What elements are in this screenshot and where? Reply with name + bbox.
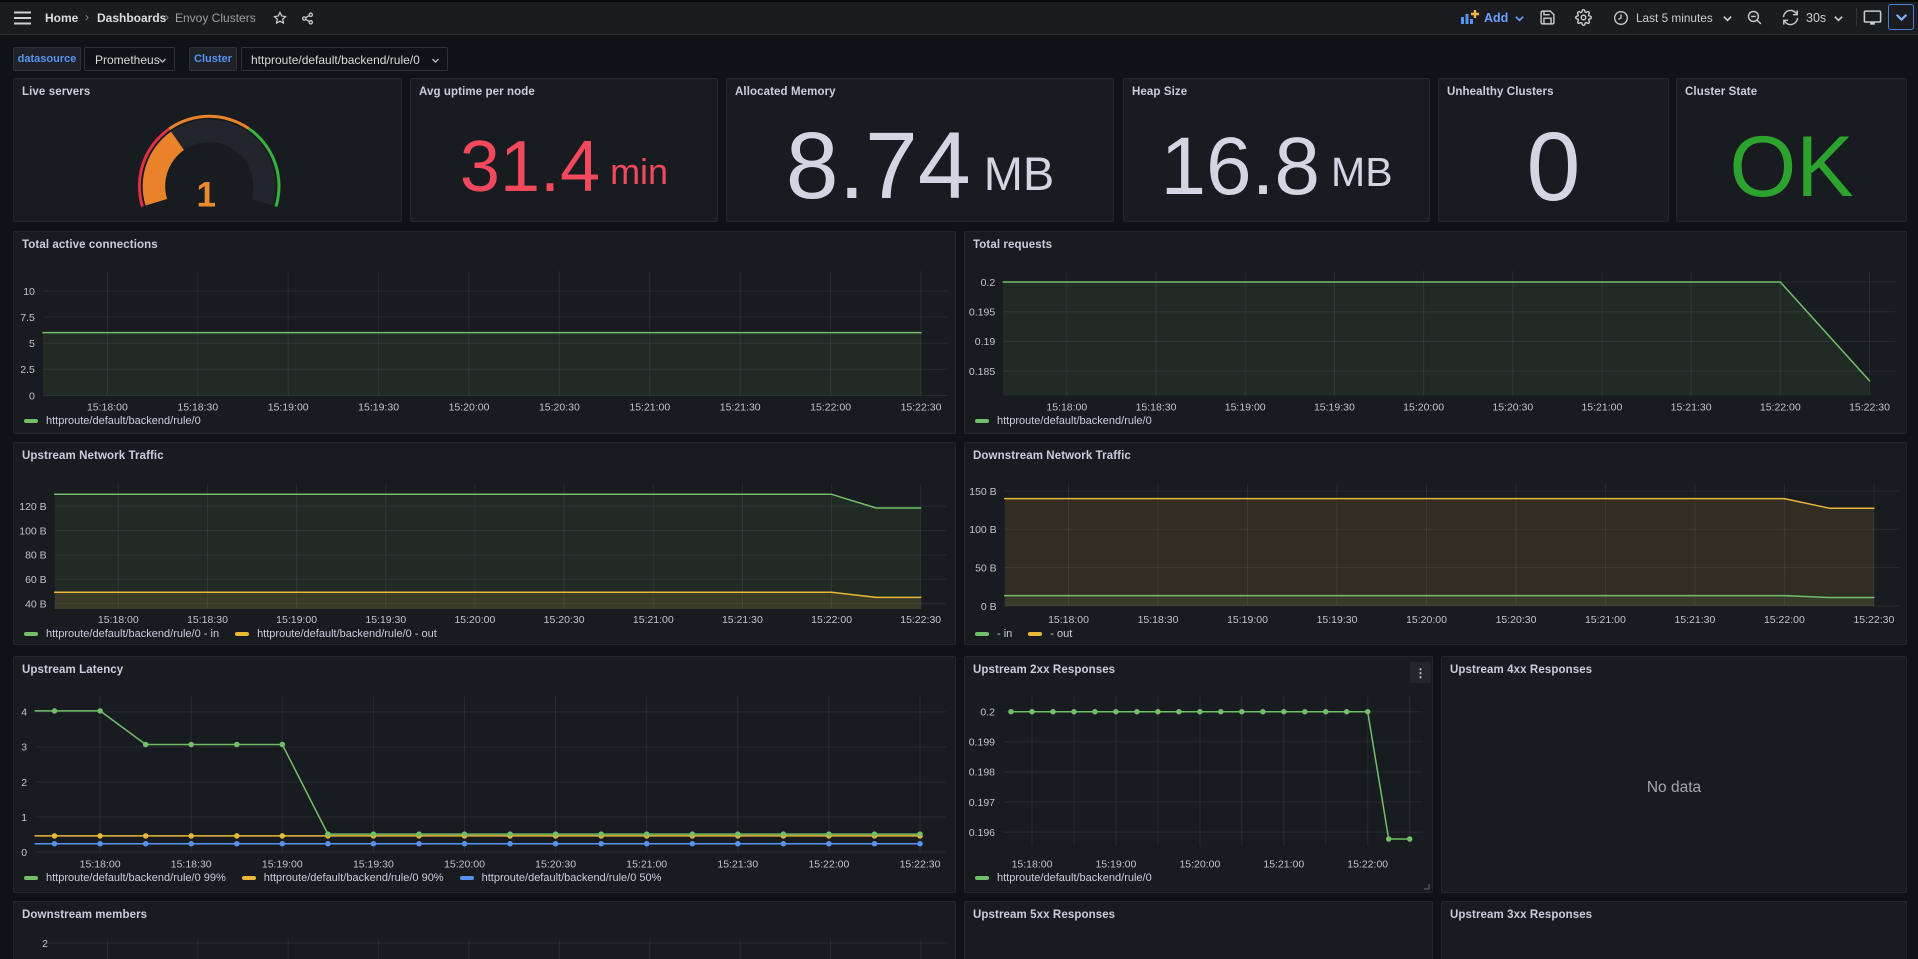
svg-text:1: 1 bbox=[21, 812, 27, 824]
svg-text:15:19:30: 15:19:30 bbox=[365, 614, 406, 626]
svg-text:2: 2 bbox=[42, 938, 48, 950]
svg-text:15:21:00: 15:21:00 bbox=[1585, 614, 1626, 626]
svg-text:15:19:30: 15:19:30 bbox=[1314, 401, 1355, 413]
svg-text:7.5: 7.5 bbox=[20, 312, 35, 324]
svg-text:15:18:00: 15:18:00 bbox=[87, 401, 128, 413]
svg-text:15:20:30: 15:20:30 bbox=[535, 858, 576, 870]
svg-text:15:19:00: 15:19:00 bbox=[1225, 401, 1266, 413]
svg-text:15:18:30: 15:18:30 bbox=[1136, 401, 1177, 413]
svg-text:15:20:00: 15:20:00 bbox=[1179, 858, 1220, 870]
svg-text:15:22:30: 15:22:30 bbox=[900, 614, 941, 626]
svg-text:15:21:00: 15:21:00 bbox=[1263, 858, 1304, 870]
svg-text:15:20:30: 15:20:30 bbox=[539, 401, 580, 413]
svg-text:15:19:30: 15:19:30 bbox=[1317, 614, 1358, 626]
svg-text:15:19:00: 15:19:00 bbox=[276, 614, 317, 626]
svg-text:2.5: 2.5 bbox=[20, 364, 35, 376]
svg-text:15:18:00: 15:18:00 bbox=[98, 614, 139, 626]
svg-text:0.196: 0.196 bbox=[969, 827, 995, 839]
svg-text:15:22:00: 15:22:00 bbox=[810, 401, 851, 413]
svg-text:2: 2 bbox=[21, 777, 27, 789]
svg-text:0.199: 0.199 bbox=[969, 737, 995, 749]
svg-text:15:20:00: 15:20:00 bbox=[454, 614, 495, 626]
svg-text:15:22:30: 15:22:30 bbox=[900, 858, 941, 870]
svg-text:150 B: 150 B bbox=[969, 486, 996, 498]
svg-text:15:20:30: 15:20:30 bbox=[544, 614, 585, 626]
svg-text:15:21:30: 15:21:30 bbox=[720, 401, 761, 413]
svg-text:15:18:30: 15:18:30 bbox=[187, 614, 228, 626]
svg-text:0.198: 0.198 bbox=[969, 767, 995, 779]
svg-text:15:19:00: 15:19:00 bbox=[1095, 858, 1136, 870]
svg-text:15:22:00: 15:22:00 bbox=[1347, 858, 1388, 870]
svg-text:15:18:30: 15:18:30 bbox=[171, 858, 212, 870]
svg-text:80 B: 80 B bbox=[25, 550, 47, 562]
svg-text:15:20:00: 15:20:00 bbox=[449, 401, 490, 413]
svg-text:1: 1 bbox=[196, 176, 215, 215]
svg-text:3: 3 bbox=[21, 742, 27, 754]
svg-text:15:21:00: 15:21:00 bbox=[629, 401, 670, 413]
svg-text:0.197: 0.197 bbox=[969, 797, 995, 809]
svg-text:15:20:00: 15:20:00 bbox=[1406, 614, 1447, 626]
svg-text:15:18:00: 15:18:00 bbox=[80, 858, 121, 870]
svg-text:15:19:00: 15:19:00 bbox=[262, 858, 303, 870]
svg-text:15:19:30: 15:19:30 bbox=[358, 401, 399, 413]
svg-text:15:19:30: 15:19:30 bbox=[353, 858, 394, 870]
svg-text:0.2: 0.2 bbox=[980, 707, 995, 719]
svg-text:40 B: 40 B bbox=[25, 598, 47, 610]
svg-text:15:22:00: 15:22:00 bbox=[1764, 614, 1805, 626]
svg-text:15:22:30: 15:22:30 bbox=[1849, 401, 1890, 413]
svg-text:0.185: 0.185 bbox=[969, 366, 995, 378]
svg-text:15:21:00: 15:21:00 bbox=[626, 858, 667, 870]
svg-text:15:21:30: 15:21:30 bbox=[1674, 614, 1715, 626]
svg-text:15:18:00: 15:18:00 bbox=[1012, 858, 1053, 870]
svg-text:15:20:00: 15:20:00 bbox=[1403, 401, 1444, 413]
svg-text:50 B: 50 B bbox=[975, 562, 997, 574]
svg-text:5: 5 bbox=[29, 338, 35, 350]
svg-text:15:18:00: 15:18:00 bbox=[1048, 614, 1089, 626]
svg-text:4: 4 bbox=[21, 707, 27, 719]
svg-text:0.19: 0.19 bbox=[975, 336, 996, 348]
svg-text:0: 0 bbox=[29, 390, 35, 402]
svg-text:15:19:00: 15:19:00 bbox=[1227, 614, 1268, 626]
svg-text:15:20:00: 15:20:00 bbox=[444, 858, 485, 870]
svg-text:15:20:30: 15:20:30 bbox=[1492, 401, 1533, 413]
svg-text:100 B: 100 B bbox=[969, 524, 996, 536]
svg-text:15:20:30: 15:20:30 bbox=[1496, 614, 1537, 626]
svg-text:10: 10 bbox=[23, 286, 35, 298]
svg-text:0 B: 0 B bbox=[981, 601, 997, 613]
svg-text:15:22:30: 15:22:30 bbox=[901, 401, 942, 413]
svg-text:0: 0 bbox=[21, 847, 27, 859]
svg-text:15:18:30: 15:18:30 bbox=[1138, 614, 1179, 626]
svg-text:15:22:30: 15:22:30 bbox=[1853, 614, 1894, 626]
svg-text:15:21:30: 15:21:30 bbox=[722, 614, 763, 626]
svg-text:15:21:30: 15:21:30 bbox=[1671, 401, 1712, 413]
svg-text:0.2: 0.2 bbox=[981, 277, 996, 289]
svg-text:15:21:00: 15:21:00 bbox=[1581, 401, 1622, 413]
svg-text:15:21:00: 15:21:00 bbox=[633, 614, 674, 626]
svg-text:0.195: 0.195 bbox=[969, 307, 995, 319]
svg-text:15:19:00: 15:19:00 bbox=[268, 401, 309, 413]
svg-text:15:18:30: 15:18:30 bbox=[177, 401, 218, 413]
svg-text:15:22:00: 15:22:00 bbox=[811, 614, 852, 626]
svg-text:100 B: 100 B bbox=[19, 525, 46, 537]
svg-text:120 B: 120 B bbox=[19, 501, 46, 513]
svg-text:15:18:00: 15:18:00 bbox=[1046, 401, 1087, 413]
svg-text:15:22:00: 15:22:00 bbox=[808, 858, 849, 870]
svg-text:60 B: 60 B bbox=[25, 574, 47, 586]
svg-text:15:21:30: 15:21:30 bbox=[717, 858, 758, 870]
svg-text:15:22:00: 15:22:00 bbox=[1760, 401, 1801, 413]
